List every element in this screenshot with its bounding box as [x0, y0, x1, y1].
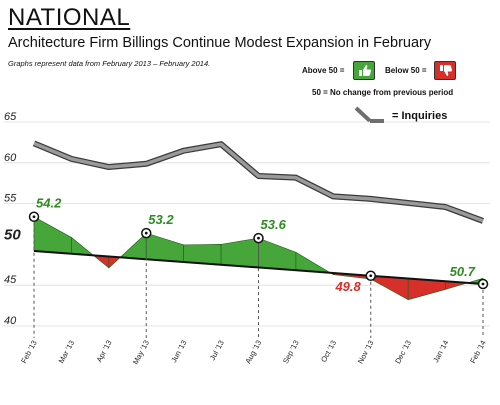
data-label: 50.7 [450, 264, 476, 279]
data-labels: 54.2 53.2 53.6 49.8 50.7 [36, 196, 476, 294]
x-tick-label: Jan '14 [431, 339, 450, 364]
y-tick-labels: 65 60 55 50 45 40 [4, 111, 21, 327]
area-below-segment [370, 275, 409, 301]
legend-above-label: Above 50 = [302, 66, 345, 75]
thumbs-down-icon [434, 61, 456, 80]
x-tick-label: Jul '13 [208, 339, 226, 362]
x-tick-label: Dec '13 [393, 339, 413, 365]
area-above-segment [71, 236, 95, 256]
fifty-baseline [33, 250, 484, 285]
data-label: 54.2 [36, 196, 62, 211]
x-tick-label: Aug '13 [243, 339, 263, 365]
x-tick-label: Mar '13 [57, 339, 77, 365]
data-point-center [369, 274, 373, 278]
area-above-segment [119, 232, 147, 260]
data-point-center [32, 215, 36, 219]
x-tick-labels: Feb '13 Mar '13 Apr '13 May '13 Jun '13 Jul '… [19, 339, 488, 366]
y-tick-label: 50 [4, 226, 21, 243]
data-point-center [481, 282, 485, 286]
x-tick-label: Feb '14 [468, 339, 488, 365]
page-subtitle: Architecture Firm Billings Continue Mode… [8, 35, 432, 51]
data-point-center [144, 231, 148, 235]
y-tick-label: 45 [4, 274, 17, 286]
x-tick-label: Sep '13 [281, 339, 301, 365]
area-above-segment [258, 237, 297, 271]
y-tick-label: 55 [4, 193, 17, 205]
date-range-note: Graphs represent data from February 2013… [8, 59, 211, 68]
area-above-segment [145, 232, 184, 263]
data-point-center [257, 236, 260, 240]
drop-lines [33, 216, 484, 338]
thumbs-up-icon [353, 61, 375, 80]
data-label: 53.2 [148, 212, 174, 227]
x-tick-label: Apr '13 [95, 339, 114, 364]
inquiries-series [32, 140, 485, 224]
legend-inquiries-label: = Inquiries [392, 110, 448, 122]
x-tick-label: Nov '13 [356, 339, 376, 365]
inquiries-line-outline [32, 140, 485, 224]
page-title: NATIONAL [8, 4, 131, 31]
billings-area [33, 216, 484, 301]
x-tick-label: Oct '13 [319, 339, 338, 364]
x-tick-label: Jun '13 [169, 339, 188, 364]
inquiries-line [33, 141, 484, 223]
y-tick-label: 60 [4, 152, 17, 164]
annotated-points [28, 211, 489, 290]
x-tick-label: Feb '13 [19, 339, 39, 365]
legend-below-label: Below 50 = [385, 66, 427, 75]
baseline-50-line [33, 250, 484, 285]
legend-inquiries-swatch [354, 106, 372, 123]
y-tick-label: 40 [4, 315, 17, 327]
legend-neutral-note: 50 = No change from previous period [312, 88, 454, 97]
area-above-segment [220, 237, 259, 268]
area-above-segment [33, 216, 72, 255]
y-tick-label: 65 [4, 111, 17, 123]
data-label: 53.6 [261, 217, 287, 232]
data-label: 49.8 [334, 279, 361, 294]
x-tick-label: May '13 [131, 339, 151, 366]
